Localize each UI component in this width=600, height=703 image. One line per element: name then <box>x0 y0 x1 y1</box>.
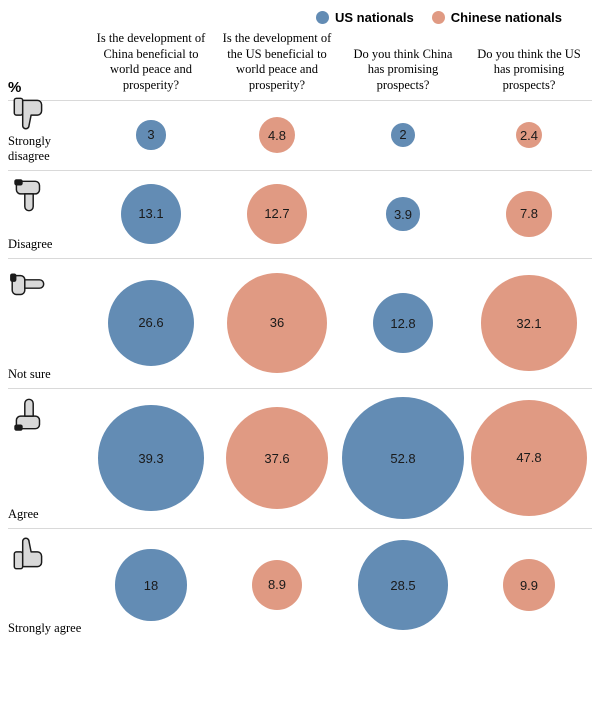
bubble-cell: 18 <box>88 549 214 620</box>
bubble: 3.9 <box>386 197 419 230</box>
bubble: 13.1 <box>121 184 182 245</box>
thumb-up-icon <box>8 533 50 575</box>
point-up-icon <box>8 393 50 435</box>
bubble: 4.8 <box>259 117 296 154</box>
bubble: 8.9 <box>252 560 302 610</box>
bubble: 32.1 <box>481 275 576 370</box>
data-row: Strongly agree 18 8.9 28.5 9.9 <box>8 528 592 642</box>
thumb-down-icon <box>8 92 50 134</box>
bubble: 47.8 <box>471 400 587 516</box>
bubble-value: 9.9 <box>520 578 538 593</box>
bubble-cell: 3 <box>88 120 214 149</box>
row-label: Agree <box>8 507 39 522</box>
bubble: 26.6 <box>108 280 195 367</box>
row-header: Agree <box>8 389 88 528</box>
legend-item: US nationals <box>316 10 414 25</box>
bubble-value: 12.8 <box>390 316 415 331</box>
bubble: 2 <box>391 123 415 147</box>
data-row: Strongly disagree 3 4.8 2 2.4 <box>8 100 592 170</box>
bubble: 36 <box>227 273 328 374</box>
data-row: Disagree 13.1 12.7 3.9 7.8 <box>8 170 592 258</box>
bubble: 3 <box>136 120 165 149</box>
header-row: % Is the development of China beneficial… <box>8 31 592 100</box>
point-side-icon <box>8 263 50 305</box>
bubble-cell: 8.9 <box>214 560 340 610</box>
bubble-value: 12.7 <box>264 206 289 221</box>
legend: US nationals Chinese nationals <box>8 10 592 25</box>
bubble-value: 4.8 <box>268 128 286 143</box>
bubble-value: 39.3 <box>138 451 163 466</box>
bubble-cell: 12.8 <box>340 293 466 353</box>
data-row: Agree 39.3 37.6 52.8 47.8 <box>8 388 592 528</box>
legend-swatch <box>316 11 329 24</box>
data-row: Not sure 26.6 36 12.8 32.1 <box>8 258 592 388</box>
bubble-cell: 32.1 <box>466 275 592 370</box>
bubble: 12.7 <box>247 184 307 244</box>
bubble: 52.8 <box>342 397 464 519</box>
bubble: 12.8 <box>373 293 433 353</box>
bubble: 7.8 <box>506 191 553 238</box>
bubble: 2.4 <box>516 122 542 148</box>
bubble-cell: 2.4 <box>466 122 592 148</box>
bubble-value: 8.9 <box>268 577 286 592</box>
bubble-cell: 4.8 <box>214 117 340 154</box>
bubble-cell: 2 <box>340 123 466 147</box>
bubble-value: 2.4 <box>520 128 538 143</box>
bubble: 9.9 <box>503 559 556 612</box>
question-header: Do you think the US has promising prospe… <box>466 47 592 100</box>
row-header: Strongly agree <box>8 529 88 642</box>
bubble-value: 18 <box>144 578 158 593</box>
bubble-value: 13.1 <box>138 206 163 221</box>
legend-label: Chinese nationals <box>451 10 562 25</box>
bubble-cell: 36 <box>214 273 340 374</box>
question-header: Do you think China has promising prospec… <box>340 47 466 100</box>
row-header: Strongly disagree <box>8 101 88 170</box>
bubble: 39.3 <box>98 405 203 510</box>
bubble-cell: 37.6 <box>214 407 340 510</box>
bubble-value: 26.6 <box>138 315 163 330</box>
bubble: 37.6 <box>226 407 329 510</box>
bubble-cell: 9.9 <box>466 559 592 612</box>
bubble-cell: 13.1 <box>88 184 214 245</box>
row-label: Strongly agree <box>8 621 81 636</box>
bubble-value: 7.8 <box>520 206 538 221</box>
bubble-cell: 28.5 <box>340 540 466 630</box>
question-header: Is the development of China beneficial t… <box>88 31 214 100</box>
bubble-value: 3.9 <box>394 207 412 222</box>
bubble: 18 <box>115 549 186 620</box>
bubble-value: 36 <box>270 315 284 330</box>
legend-label: US nationals <box>335 10 414 25</box>
bubble-cell: 47.8 <box>466 400 592 516</box>
bubble-cell: 12.7 <box>214 184 340 244</box>
row-header: Disagree <box>8 171 88 258</box>
bubble-value: 47.8 <box>516 450 541 465</box>
bubble-value: 28.5 <box>390 578 415 593</box>
row-label: Disagree <box>8 237 52 252</box>
question-header: Is the development of the US beneficial … <box>214 31 340 100</box>
row-header: Not sure <box>8 259 88 388</box>
legend-swatch <box>432 11 445 24</box>
bubble-value: 37.6 <box>264 451 289 466</box>
bubble: 28.5 <box>358 540 448 630</box>
bubble-value: 2 <box>399 127 406 142</box>
bubble-value: 3 <box>147 127 154 142</box>
row-label: Not sure <box>8 367 51 382</box>
bubble-value: 32.1 <box>516 316 541 331</box>
bubble-cell: 39.3 <box>88 405 214 510</box>
point-down-icon <box>8 175 50 217</box>
bubble-cell: 7.8 <box>466 191 592 238</box>
bubble-cell: 52.8 <box>340 397 466 519</box>
bubble-value: 52.8 <box>390 451 415 466</box>
row-label: Strongly disagree <box>8 134 88 164</box>
legend-item: Chinese nationals <box>432 10 562 25</box>
bubble-cell: 26.6 <box>88 280 214 367</box>
bubble-cell: 3.9 <box>340 197 466 230</box>
